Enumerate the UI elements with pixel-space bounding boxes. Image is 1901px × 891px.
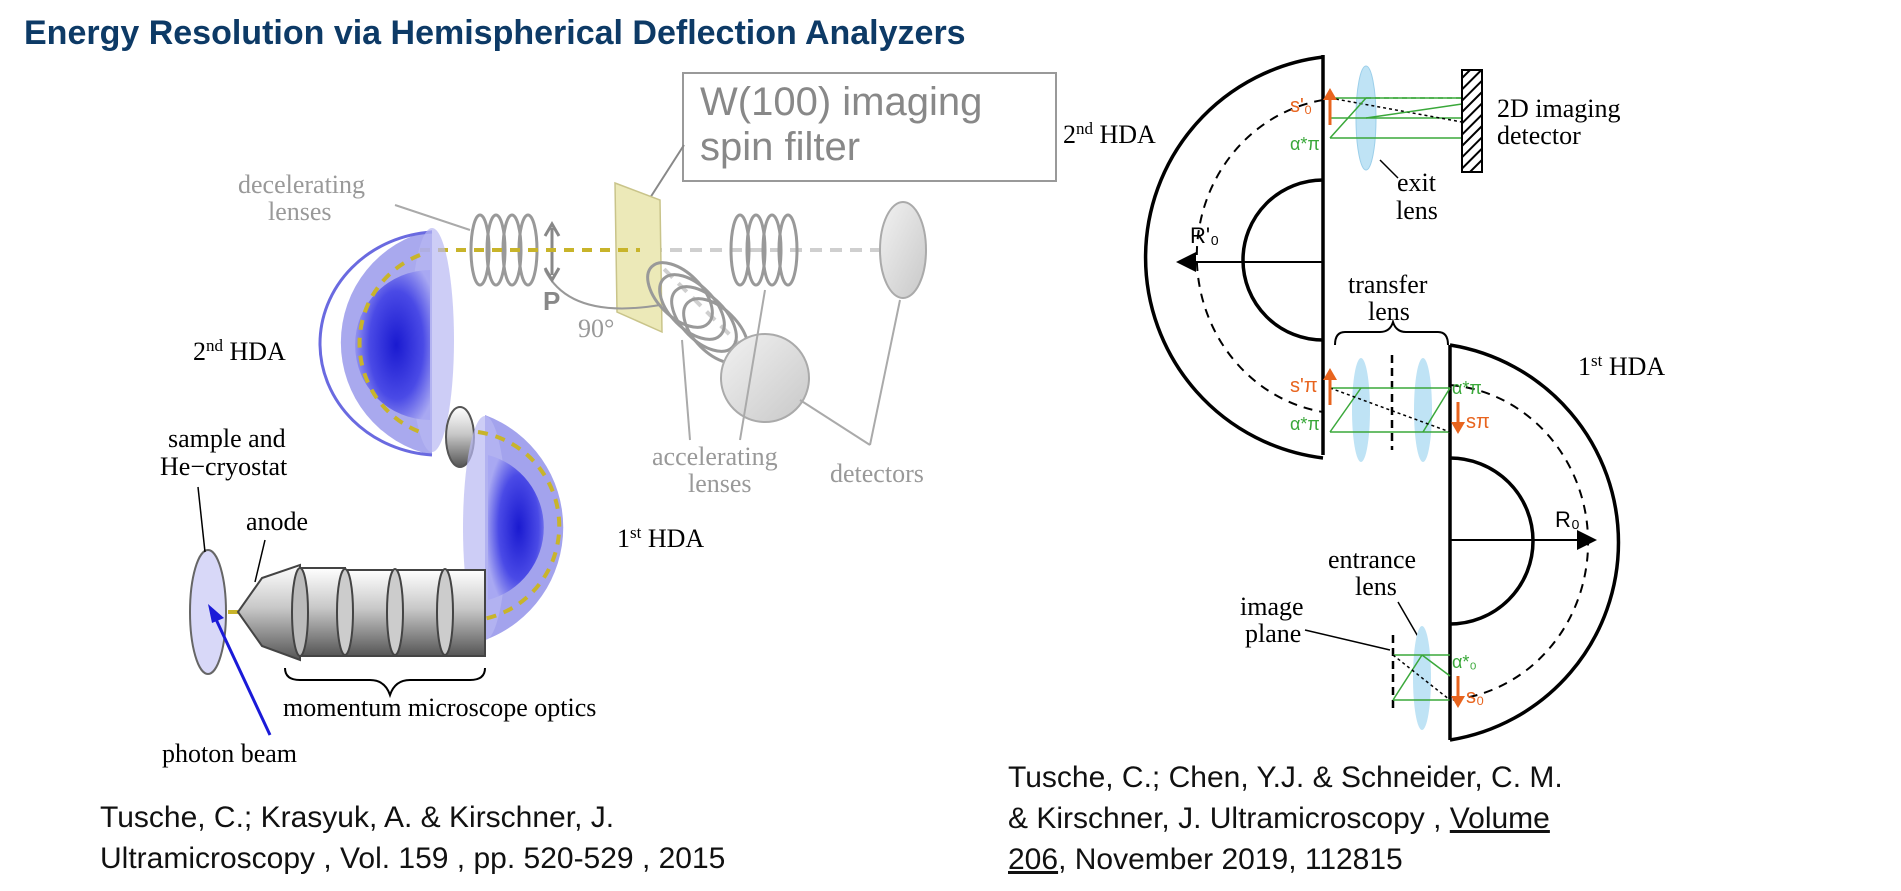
citation-right: Tusche, C.; Chen, Y.J. & Schneider, C. M… xyxy=(1008,757,1563,880)
decelerating-label-1: decelerating xyxy=(238,170,365,199)
hda2-mid-arc xyxy=(1195,99,1324,413)
transfer-label-1: transfer xyxy=(1348,270,1428,299)
detector-lower xyxy=(720,333,810,423)
sample-disc xyxy=(189,549,227,675)
citation-right-line2: & Kirschner, J. Ultramicroscopy , Volume xyxy=(1008,798,1563,839)
image-plane-label-2: plane xyxy=(1245,619,1301,648)
spi-p-label: s'π xyxy=(1290,375,1318,397)
a-pi-right-label: α*π xyxy=(1452,378,1482,398)
exit-label-1: exit xyxy=(1397,168,1437,197)
detector-pointer-2 xyxy=(869,299,901,446)
sample-label-2: He−cryostat xyxy=(160,452,288,481)
sample-label-1: sample and xyxy=(168,424,286,453)
accel-pointer-1 xyxy=(681,339,691,441)
a0-star-label: α*₀ xyxy=(1452,652,1477,672)
image-plane-label-1: image xyxy=(1240,592,1304,621)
s0-label: s₀ xyxy=(1466,686,1484,708)
exit-rays xyxy=(1330,97,1462,139)
a-pi-left-label: α*π xyxy=(1290,414,1320,434)
s0p-label: s'₀ xyxy=(1290,95,1312,117)
accel-pointer-2 xyxy=(739,289,766,441)
accelerating-lens-upper xyxy=(729,213,799,287)
citation-right-line3-text: , November 2019, 112815 xyxy=(1058,843,1403,876)
optics-brace xyxy=(284,667,486,699)
citation-left-line2: Ultramicroscopy , Vol. 159 , pp. 520-529… xyxy=(100,842,726,875)
a-pi-top-label: α*π xyxy=(1290,134,1320,154)
right-figure: R'₀ R₀ 2nd HDA 1st HDA 2D imaging detect… xyxy=(1063,55,1665,742)
decelerating-label-2: lenses xyxy=(268,197,332,226)
hda2-label-left: 2nd HDA xyxy=(193,336,286,367)
anode-label: anode xyxy=(246,507,308,536)
transfer-brace xyxy=(1334,318,1449,346)
entrance-label-2: lens xyxy=(1355,572,1397,601)
citation-left-line1: Tusche, C.; Krasyuk, A. & Kirschner, J. xyxy=(100,801,615,834)
citation-left: Tusche, C.; Krasyuk, A. & Kirschner, J. … xyxy=(100,797,725,879)
citation-volume-number-link[interactable]: 206 xyxy=(1008,843,1059,876)
entrance-rays xyxy=(1392,654,1451,701)
hda1-outer-arc xyxy=(1449,343,1621,742)
angle-label: 90° xyxy=(578,314,614,343)
microscope-optics xyxy=(291,567,486,657)
spin-filter-label-box xyxy=(682,72,1057,182)
sample-pointer xyxy=(197,486,206,553)
left-figure: W(100) imaging spin filter accelerat xyxy=(160,72,1057,768)
hda2-hemisphere xyxy=(318,228,454,457)
detector-label-2: detector xyxy=(1497,121,1581,150)
citation-right-line3: 206, November 2019, 112815 xyxy=(1008,839,1563,880)
hda2-label-right: 2nd HDA xyxy=(1063,119,1156,150)
hda2-inner-arc xyxy=(1241,178,1324,342)
anode-cone xyxy=(236,563,301,662)
transfer-rays xyxy=(1329,387,1451,433)
momentum-label: momentum microscope optics xyxy=(283,693,596,722)
entrance-pointer xyxy=(1397,601,1421,641)
p-label: P xyxy=(543,286,560,316)
entrance-label-1: entrance xyxy=(1328,545,1416,574)
r0-label: R₀ xyxy=(1555,507,1580,532)
spi-label: sπ xyxy=(1466,411,1490,433)
spin-filter-crystal xyxy=(614,181,663,334)
hda1-label-right: 1st HDA xyxy=(1578,351,1665,382)
accelerating-label-2: lenses xyxy=(688,469,752,498)
decel-pointer xyxy=(394,204,471,231)
hda1-label-left: 1st HDA xyxy=(617,523,704,554)
transfer-lens-right xyxy=(1414,358,1432,462)
exit-label-2: lens xyxy=(1396,196,1438,225)
anode-pointer xyxy=(254,539,266,583)
detectors-label: detectors xyxy=(830,459,924,488)
photon-beam-label: photon beam xyxy=(162,739,297,768)
detector-plate xyxy=(1461,69,1483,173)
spin-filter-label-2: spin filter xyxy=(700,125,860,169)
accelerating-label-1: accelerating xyxy=(652,442,778,471)
citation-volume-link[interactable]: Volume xyxy=(1449,802,1550,835)
detector-upper xyxy=(879,201,927,299)
detector-pointer-1 xyxy=(799,399,871,446)
r0p-label: R'₀ xyxy=(1190,223,1219,248)
filter-pointer xyxy=(649,144,685,199)
transfer-lens-left xyxy=(1352,358,1370,462)
photon-beam-arrow xyxy=(212,614,272,736)
spin-filter-label-1: W(100) imaging xyxy=(700,80,982,124)
page-title: Energy Resolution via Hemispherical Defl… xyxy=(24,14,966,52)
image-plane-pointer xyxy=(1304,629,1391,651)
exit-pointer xyxy=(1379,159,1399,179)
citation-right-line1: Tusche, C.; Chen, Y.J. & Schneider, C. M… xyxy=(1008,761,1563,794)
hda2-outer-arc xyxy=(1143,55,1324,460)
citation-right-line2-text: & Kirschner, J. Ultramicroscopy , xyxy=(1008,802,1450,835)
transfer-label-2: lens xyxy=(1368,297,1410,326)
detector-label-1: 2D imaging xyxy=(1497,94,1621,123)
